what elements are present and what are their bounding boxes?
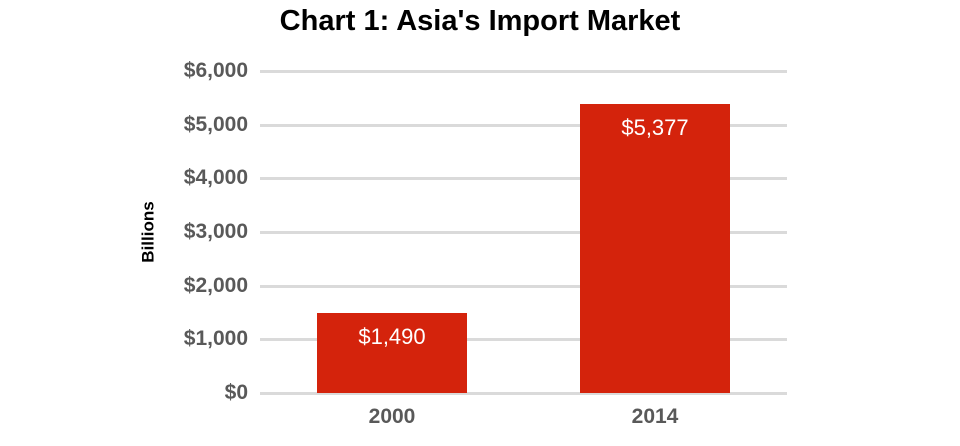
y-tick-label: $6,000 — [183, 59, 248, 82]
y-tick-label: $1,000 — [183, 327, 248, 350]
gridline — [260, 392, 787, 395]
y-tick-label: $0 — [224, 381, 248, 404]
chart-title: Chart 1: Asia's Import Market — [279, 5, 681, 37]
bar-2000: $1,490 — [317, 313, 467, 393]
y-tick-label: $3,000 — [183, 220, 248, 243]
gridline — [260, 231, 787, 234]
bar-value-label: $5,377 — [621, 115, 689, 140]
bar-value-label: $1,490 — [358, 324, 426, 349]
bar-2014: $5,377 — [580, 104, 730, 393]
gridline — [260, 124, 787, 127]
y-tick-label: $5,000 — [183, 113, 248, 136]
plot-area: $1,490 $5,377 — [260, 70, 787, 395]
gridline — [260, 177, 787, 180]
x-tick-label: 2000 — [368, 405, 416, 428]
gridline — [260, 70, 787, 73]
y-tick-label: $4,000 — [183, 166, 248, 189]
gridline — [260, 285, 787, 288]
x-tick-label: 2014 — [631, 405, 679, 428]
y-tick-label: $2,000 — [183, 274, 248, 297]
gridline — [260, 338, 787, 341]
